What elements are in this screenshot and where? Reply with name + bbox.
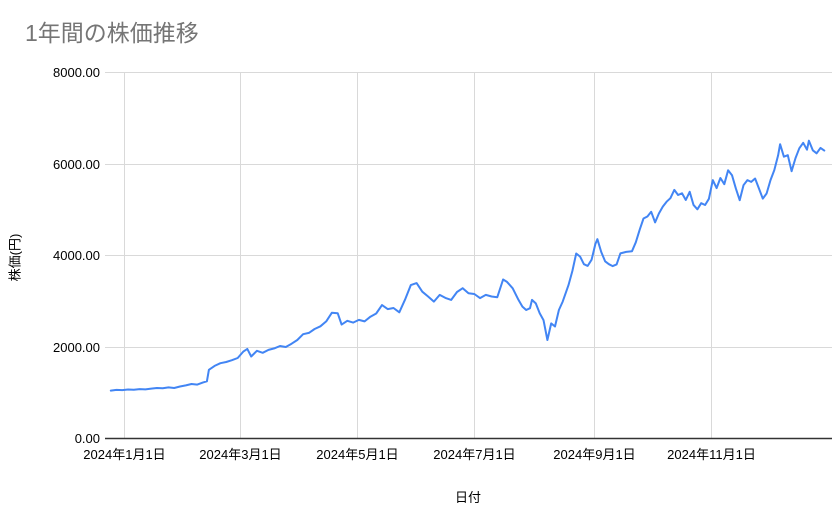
x-axis-tick-label: 2024年3月1日	[199, 447, 282, 462]
stock-price-line	[109, 139, 826, 392]
x-axis-tick-label: 2024年9月1日	[553, 447, 636, 462]
y-axis-tick-label: 2000.00	[53, 339, 100, 355]
x-axis-tick-label: 2024年11月1日	[667, 447, 756, 462]
x-axis-tick-label: 2024年7月1日	[433, 447, 516, 462]
x-axis-tick-label: 2024年5月1日	[316, 447, 399, 462]
chart-title: 1年間の株価推移	[25, 20, 199, 46]
y-axis-tick-label: 6000.00	[53, 156, 100, 172]
y-axis-tick-label: 0.00	[74, 430, 100, 446]
x-axis-title: 日付	[454, 490, 481, 505]
x-axis-tick-label: 2024年1月1日	[83, 447, 166, 462]
y-axis-tick-label: 8000.00	[53, 64, 100, 80]
y-axis-tick-label: 4000.00	[53, 247, 100, 263]
